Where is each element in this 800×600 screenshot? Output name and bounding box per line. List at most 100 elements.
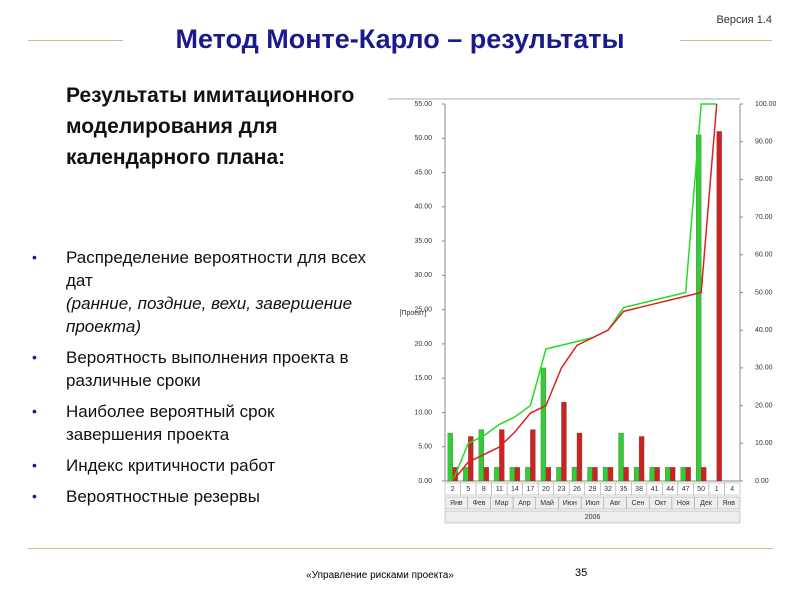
bar: [607, 467, 614, 482]
y2-tick-label: 70.00: [755, 214, 773, 221]
bar: [483, 467, 489, 482]
x-tick-label: 38: [635, 486, 643, 493]
bullet: Вероятностные резервы: [32, 485, 372, 508]
month-label: Авг: [610, 500, 621, 507]
bar: [654, 467, 660, 482]
bar: [685, 467, 691, 482]
y2-tick-label: 90.00: [755, 139, 773, 146]
x-tick-label: 14: [511, 486, 519, 493]
bullet: Наиболее вероятный срок завершения проек…: [32, 400, 372, 446]
rule: [28, 548, 773, 549]
bullet: Вероятность выполнения проекта в различн…: [32, 346, 372, 392]
bullet-text: Индекс критичности работ: [66, 456, 276, 475]
x-tick-label: 35: [620, 486, 628, 493]
y-tick-label: 35.00: [414, 238, 432, 245]
x-tick-label: 2: [451, 486, 455, 493]
year-cell: [444, 510, 741, 524]
x-cell: [724, 482, 741, 496]
y2-tick-label: 100.00: [755, 101, 777, 108]
month-label: Дек: [700, 500, 713, 507]
bar: [525, 467, 531, 482]
x-tick-label: 11: [496, 486, 503, 493]
y-tick-label: 0.00: [418, 478, 432, 485]
bar: [696, 134, 702, 482]
x-tick-label: 5: [466, 486, 470, 493]
x-tick-label: 32: [604, 486, 612, 493]
bullet-list: Распределение вероятности для всех дат(р…: [32, 246, 372, 516]
bar: [509, 467, 516, 482]
heading: Результаты имитационного моделирования д…: [66, 84, 355, 169]
bar: [561, 402, 567, 482]
bar: [499, 429, 505, 482]
month-label: Янв: [722, 500, 735, 507]
bar: [602, 467, 609, 482]
x-tick-label: 44: [666, 486, 674, 493]
bullet-text: Распределение вероятности для всех дат: [66, 248, 366, 290]
bar: [571, 467, 578, 482]
bar: [680, 467, 686, 482]
y-tick-label: 15.00: [414, 375, 432, 382]
bullet: Индекс критичности работ: [32, 454, 372, 477]
x-tick-label: 41: [651, 486, 659, 493]
y-tick-label: 55.00: [414, 101, 432, 108]
bar: [701, 467, 707, 482]
y2-tick-label: 10.00: [755, 440, 773, 447]
bar: [633, 467, 640, 482]
month-label: Май: [540, 499, 554, 507]
bar: [587, 467, 593, 482]
bar: [447, 432, 453, 482]
x-tick-label: 20: [542, 486, 550, 493]
slide-title: Метод Монте-Карло – результаты: [175, 24, 625, 54]
bar: [716, 131, 722, 482]
x-tick-label: 50: [697, 486, 705, 493]
bullet-text: Вероятность выполнения проекта в различн…: [66, 348, 349, 390]
x-tick-label: 23: [558, 486, 566, 493]
y2-tick-label: 30.00: [755, 365, 773, 372]
bar: [494, 467, 500, 482]
month-label: Июл: [585, 500, 599, 507]
y-tick-label: 5.00: [418, 444, 432, 451]
y2-tick-label: 60.00: [755, 252, 773, 259]
bar: [514, 467, 521, 482]
year-label: 2006: [585, 514, 601, 521]
y2-tick-label: 80.00: [755, 176, 773, 183]
bar: [540, 367, 547, 482]
version: Версия 1.4: [716, 14, 772, 26]
month-cell: [717, 496, 741, 510]
bar: [649, 467, 655, 482]
y2-tick-label: 20.00: [755, 402, 773, 409]
page-number: 35: [575, 567, 588, 579]
y-tick-label: 10.00: [414, 409, 432, 416]
month-label: Янв: [450, 500, 463, 507]
x-tick-label: 4: [730, 486, 734, 493]
month-label: Апр: [518, 500, 530, 507]
y-tick-label: 40.00: [414, 204, 432, 211]
y-axis-label: [Проект]: [400, 310, 427, 317]
y-tick-label: 25.00: [414, 306, 432, 313]
bar: [638, 436, 645, 482]
y2-tick-label: 40.00: [755, 327, 773, 334]
month-label: Сен: [631, 500, 644, 507]
x-tick-label: 47: [682, 486, 690, 493]
bar: [618, 432, 624, 482]
month-label: Фев: [473, 500, 486, 507]
bar: [530, 429, 536, 482]
x-tick-label: 8: [482, 486, 486, 493]
footer: «Управление рисками проекта»: [306, 570, 454, 581]
rule: [680, 40, 772, 41]
y-tick-label: 20.00: [414, 341, 432, 348]
bar: [669, 467, 676, 482]
bar: [468, 436, 474, 482]
bar: [623, 467, 629, 482]
y-tick-label: 30.00: [414, 272, 432, 279]
bar: [592, 467, 598, 482]
y-tick-label: 45.00: [414, 169, 432, 176]
line: [452, 103, 717, 482]
month-label: Ноя: [677, 500, 690, 507]
x-tick-label: 1: [715, 486, 719, 493]
x-tick-label: 17: [526, 486, 534, 493]
bar: [576, 432, 583, 482]
bullet-text: Вероятностные резервы: [66, 487, 260, 506]
